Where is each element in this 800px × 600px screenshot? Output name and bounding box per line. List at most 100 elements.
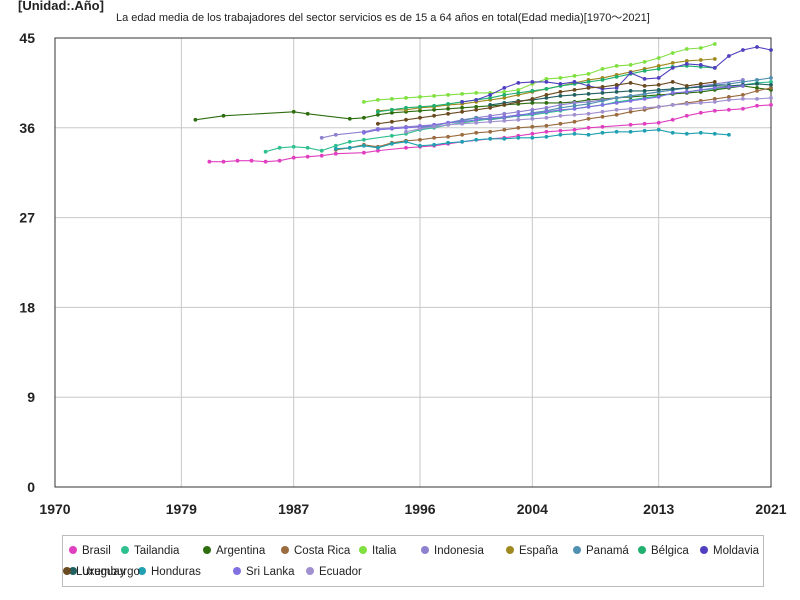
data-point (291, 144, 296, 149)
data-point (670, 61, 675, 65)
data-point (530, 131, 535, 136)
data-point (698, 88, 703, 92)
data-point (460, 139, 464, 144)
data-point (712, 80, 717, 84)
data-point (277, 158, 282, 163)
x-tick-label: 1979 (166, 501, 197, 517)
y-tick-label: 9 (27, 389, 35, 405)
data-point (446, 122, 450, 127)
data-point (404, 96, 408, 100)
data-point (698, 110, 703, 115)
data-point (404, 105, 408, 110)
y-tick-label: 27 (19, 210, 35, 226)
data-point (558, 132, 563, 137)
data-point (376, 109, 380, 114)
data-point (684, 131, 689, 136)
series-lines (193, 42, 773, 164)
data-point (362, 100, 366, 104)
data-point (628, 99, 633, 103)
plot-frame (54, 37, 772, 488)
series-moldavia (460, 45, 773, 104)
data-point (600, 78, 605, 82)
data-point (277, 145, 282, 150)
data-point (769, 96, 773, 100)
data-point (769, 48, 773, 52)
data-point (600, 114, 605, 119)
data-point (586, 72, 591, 76)
data-point (642, 77, 647, 81)
data-point (488, 115, 493, 120)
data-point (572, 119, 577, 124)
data-point (530, 80, 535, 84)
data-point (432, 107, 436, 112)
data-point (305, 145, 310, 150)
data-point (769, 103, 773, 107)
data-point (446, 111, 450, 116)
legend-swatch (281, 546, 289, 554)
legend-swatch (203, 546, 211, 554)
data-point (333, 132, 338, 137)
data-point (642, 84, 647, 88)
data-point (600, 130, 605, 135)
data-point (305, 111, 310, 116)
data-point (642, 121, 647, 126)
data-point (642, 60, 647, 64)
series-line (419, 77, 772, 129)
legend-label: Sri Lanka (246, 566, 295, 578)
data-point (769, 80, 773, 84)
data-point (544, 101, 549, 105)
data-point (558, 113, 563, 118)
data-point (572, 101, 577, 105)
chart-title: La edad media de los trabajadores del se… (116, 12, 650, 24)
data-point (670, 117, 675, 122)
data-point (516, 117, 521, 122)
data-point (488, 129, 493, 134)
legend-item: Indonesia (421, 545, 484, 557)
data-point (418, 126, 422, 131)
data-point (628, 89, 633, 93)
data-point (614, 107, 619, 112)
data-point (670, 66, 675, 70)
data-point (712, 97, 717, 101)
data-point (712, 131, 717, 136)
data-point (684, 62, 689, 66)
legend-item: Ecuador (306, 566, 362, 578)
legend-swatch (233, 567, 241, 575)
legend-label: Ecuador (319, 566, 362, 578)
data-point (319, 135, 324, 140)
data-point (418, 108, 422, 113)
data-point (586, 80, 591, 84)
data-point (741, 84, 745, 88)
x-tick-label: 2004 (517, 501, 548, 517)
legend-label: Brasil (82, 545, 111, 557)
data-point (755, 89, 759, 93)
data-point (418, 95, 422, 99)
data-point (516, 135, 521, 140)
legend-item: Argentina (203, 545, 265, 557)
data-point (741, 48, 745, 52)
legend-label: Indonesia (434, 545, 484, 557)
data-point (502, 86, 507, 90)
data-point (530, 116, 535, 121)
data-point (347, 139, 352, 144)
legend-item: Bélgica (638, 545, 689, 557)
legend-swatch (121, 546, 129, 554)
data-point (600, 85, 605, 89)
data-point (319, 153, 324, 158)
legend-swatch (138, 567, 146, 575)
data-point (474, 91, 479, 95)
data-point (670, 103, 675, 107)
data-point (544, 115, 549, 120)
legend-swatch (306, 567, 314, 575)
grid-lines (54, 37, 772, 488)
data-point (544, 93, 549, 97)
data-point (769, 76, 773, 80)
data-point (516, 112, 521, 117)
x-tick-label: 2021 (755, 501, 786, 517)
legend-label: Argentina (216, 545, 266, 557)
data-point (249, 158, 254, 163)
data-point (530, 124, 535, 129)
data-point (544, 123, 549, 128)
data-point (432, 103, 436, 108)
data-point (698, 130, 703, 135)
